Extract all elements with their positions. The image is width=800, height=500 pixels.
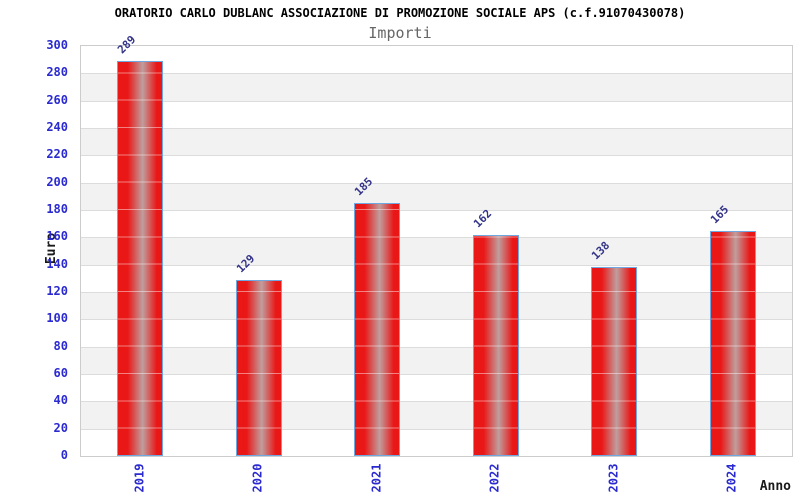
y-gridline: [81, 73, 792, 75]
bar-2023: [591, 267, 638, 456]
y-tick-label: 60: [53, 366, 68, 380]
x-tick-label: 2022: [455, 458, 535, 498]
x-tick-label: 2019: [99, 458, 179, 498]
y-tick-label: 20: [53, 420, 68, 435]
x-tick-label: 2021: [336, 458, 416, 498]
y-gridline: [81, 401, 792, 403]
y-gridline: [81, 128, 792, 129]
y-tick-label: 80: [53, 338, 68, 353]
y-tick-label: 160: [46, 229, 68, 244]
x-tick-label-text: 2024: [724, 463, 739, 493]
y-tick-label: 120: [46, 284, 68, 298]
chart-title: ORATORIO CARLO DUBLANC ASSOCIAZIONE DI P…: [114, 6, 686, 20]
chart-subtitle: Importi: [368, 24, 432, 42]
bar-2024: [709, 230, 756, 456]
y-tick-label: 100: [46, 311, 68, 326]
x-tick-label: 2024: [692, 458, 772, 498]
y-gridline: [81, 210, 792, 211]
y-gridline: [81, 374, 792, 375]
x-axis-title: Anno: [759, 479, 791, 494]
plot-band: [81, 182, 792, 210]
y-tick-label: 300: [46, 38, 68, 52]
x-tick-label-text: 2023: [606, 463, 621, 493]
y-gridline: [81, 346, 792, 348]
plot-band: [81, 401, 792, 429]
y-gridline: [81, 100, 792, 102]
y-tick-label: 280: [46, 65, 68, 80]
x-tick-label-text: 2020: [250, 463, 265, 493]
plot-band: [81, 292, 792, 320]
x-tick-label-text: 2021: [369, 463, 384, 493]
y-gridline: [81, 264, 792, 266]
bar-2021: [354, 203, 401, 456]
y-gridline: [81, 182, 792, 184]
y-gridline: [81, 428, 792, 430]
x-tick-label-text: 2022: [487, 463, 502, 493]
y-tick-label: 240: [46, 120, 68, 134]
x-tick-label-text: 2019: [132, 463, 147, 493]
y-gridline: [81, 155, 792, 157]
y-tick-label: 220: [46, 147, 68, 162]
y-gridline: [81, 237, 792, 239]
y-tick-label: 260: [46, 92, 68, 107]
plot-band: [81, 128, 792, 156]
y-tick-label: 180: [46, 202, 68, 216]
bar-2020: [235, 279, 282, 456]
x-tick-label: 2023: [573, 458, 653, 498]
plot-area: 289 129 185 162 138 165: [80, 33, 793, 457]
plot-band: [81, 237, 792, 265]
y-gridline: [81, 292, 792, 293]
y-tick-label: 40: [53, 393, 68, 408]
y-tick-label: 140: [46, 256, 68, 271]
y-tick-label: 0: [60, 448, 68, 462]
plot-band: [81, 346, 792, 374]
bar-2019: [117, 61, 164, 456]
x-tick-label: 2020: [218, 458, 298, 498]
y-gridline: [81, 319, 792, 321]
y-tick-label: 200: [46, 174, 68, 189]
plot-band: [81, 73, 792, 101]
bar-2022: [472, 234, 519, 456]
